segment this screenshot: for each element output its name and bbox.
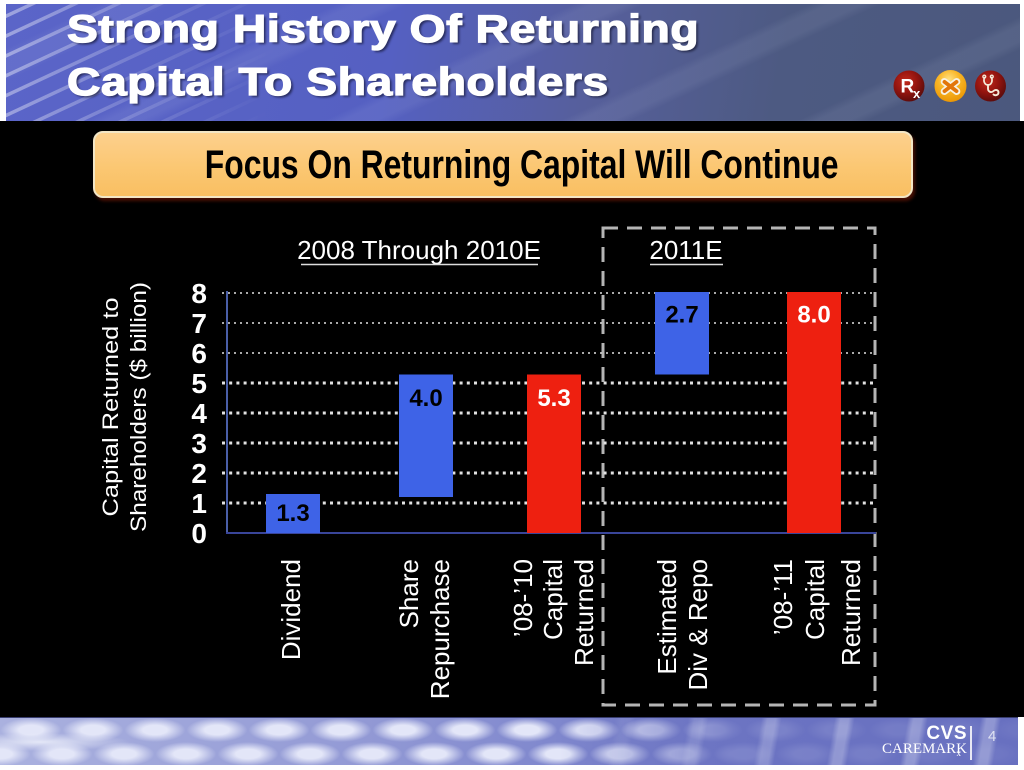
- svg-text:Returned: Returned: [836, 559, 866, 666]
- svg-text:6: 6: [191, 338, 207, 369]
- svg-text:4: 4: [191, 398, 207, 429]
- svg-text:0: 0: [191, 518, 207, 549]
- svg-text:Returned: Returned: [569, 559, 599, 666]
- svg-text:2: 2: [191, 458, 207, 489]
- svg-text:2008 Through 2010E: 2008 Through 2010E: [297, 235, 541, 265]
- svg-text:3: 3: [191, 428, 207, 459]
- svg-text:Capital: Capital: [538, 559, 568, 640]
- svg-text:1.3: 1.3: [276, 500, 309, 527]
- svg-text:Shareholders ($ billion): Shareholders ($ billion): [126, 282, 151, 532]
- svg-text:5: 5: [191, 368, 207, 399]
- svg-text:Share: Share: [394, 559, 424, 628]
- svg-text:Estimated: Estimated: [652, 559, 682, 675]
- svg-text:Capital Returned to: Capital Returned to: [98, 298, 123, 517]
- svg-text:Div & Repo: Div & Repo: [683, 559, 713, 691]
- svg-text:1: 1: [191, 488, 207, 519]
- svg-text:Dividend: Dividend: [276, 559, 306, 660]
- svg-text:’08-’11: ’08-’11: [768, 559, 798, 635]
- svg-text:2.7: 2.7: [665, 302, 698, 329]
- svg-text:5.3: 5.3: [537, 385, 570, 412]
- svg-text:7: 7: [191, 308, 207, 339]
- svg-text:’08-’10: ’08-’10: [508, 559, 538, 637]
- svg-text:Capital: Capital: [800, 559, 830, 640]
- svg-text:2011E: 2011E: [649, 235, 722, 265]
- svg-text:x: x: [913, 86, 921, 101]
- svg-text:4.0: 4.0: [409, 385, 442, 412]
- svg-text:8.0: 8.0: [797, 302, 830, 329]
- svg-text:R: R: [901, 77, 915, 98]
- svg-text:8: 8: [191, 278, 207, 309]
- svg-text:Repurchase: Repurchase: [425, 559, 455, 699]
